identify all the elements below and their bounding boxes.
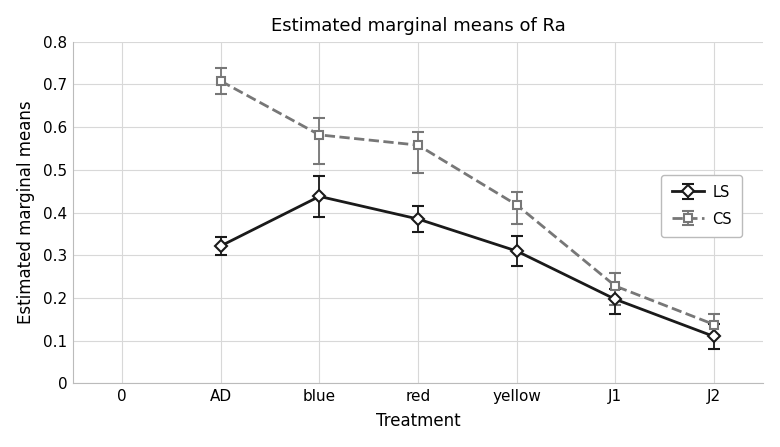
- X-axis label: Treatment: Treatment: [376, 412, 460, 430]
- Legend: LS, CS: LS, CS: [661, 175, 743, 237]
- Title: Estimated marginal means of Ra: Estimated marginal means of Ra: [271, 17, 566, 35]
- Y-axis label: Estimated marginal means: Estimated marginal means: [16, 101, 34, 325]
